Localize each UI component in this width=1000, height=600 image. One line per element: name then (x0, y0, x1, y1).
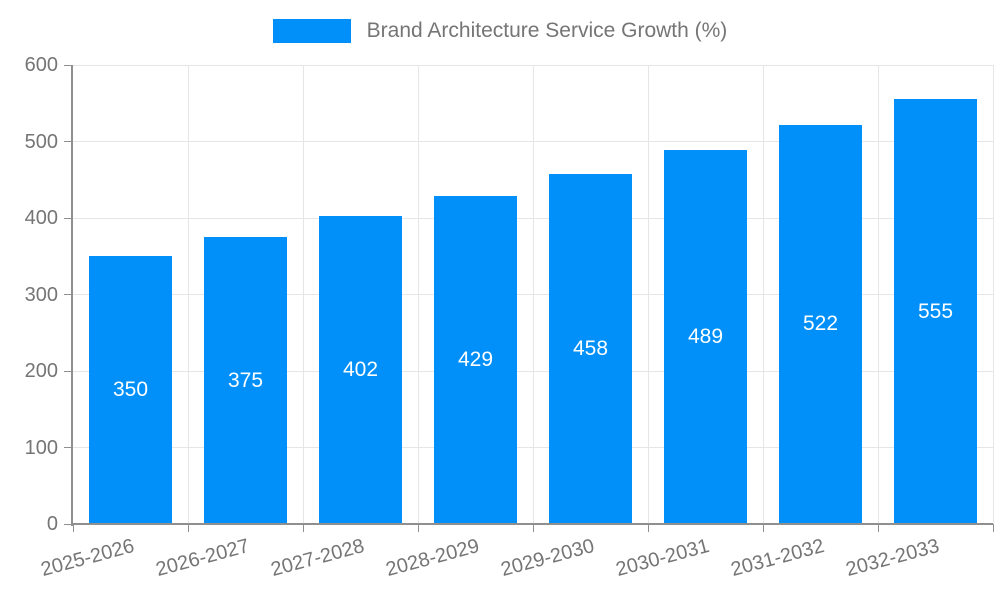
vertical-gridline (417, 65, 419, 524)
x-tick-mark (532, 524, 534, 532)
x-tick-mark (647, 524, 649, 532)
x-axis-line (71, 523, 993, 525)
x-tick-mark (302, 524, 304, 532)
x-tick-mark (187, 524, 189, 532)
bar[interactable]: 375 (204, 237, 287, 524)
legend-swatch (272, 19, 351, 43)
x-tick-mark (762, 524, 764, 532)
y-tick-label: 100 (24, 436, 58, 459)
y-axis-line (71, 65, 73, 526)
legend-item[interactable]: Brand Architecture Service Growth (%) (272, 19, 728, 43)
vertical-gridline (302, 65, 304, 524)
y-tick-mark (64, 64, 73, 66)
bar[interactable]: 350 (89, 256, 172, 524)
legend: Brand Architecture Service Growth (%) (0, 19, 1000, 43)
x-tick-mark (72, 524, 74, 532)
y-tick-label: 600 (24, 54, 58, 76)
bar-value-label: 350 (112, 378, 149, 402)
bar[interactable]: 458 (549, 173, 632, 524)
x-tick-mark (877, 524, 879, 532)
bar-value-label: 402 (342, 358, 379, 382)
y-tick-mark (64, 370, 73, 372)
bar[interactable]: 489 (664, 149, 747, 524)
y-tick-label: 300 (24, 283, 58, 306)
bar[interactable]: 402 (319, 216, 402, 524)
y-tick-label: 500 (24, 130, 58, 153)
y-tick-mark (64, 447, 73, 448)
vertical-gridline (532, 65, 534, 524)
bar-value-label: 555 (917, 299, 954, 323)
vertical-gridline (762, 65, 764, 524)
x-tick-mark (992, 524, 994, 532)
bar-value-label: 489 (687, 324, 724, 348)
bar-value-label: 429 (457, 347, 494, 371)
bar-value-label: 375 (227, 368, 264, 392)
bar-value-label: 522 (802, 312, 839, 336)
vertical-gridline (877, 65, 879, 524)
y-tick-label: 200 (24, 360, 58, 382)
y-tick-mark (64, 523, 73, 525)
vertical-gridline (992, 65, 994, 524)
x-tick-mark (417, 524, 419, 532)
y-tick-label: 400 (24, 207, 58, 229)
bar-value-label: 458 (572, 336, 609, 360)
bar[interactable]: 555 (894, 99, 977, 524)
y-tick-label: 0 (46, 513, 58, 535)
y-tick-mark (64, 217, 73, 219)
y-tick-mark (64, 141, 73, 142)
bar[interactable]: 522 (779, 124, 862, 524)
vertical-gridline (187, 65, 189, 524)
bar[interactable]: 429 (434, 195, 517, 524)
y-tick-mark (64, 294, 73, 295)
legend-label: Brand Architecture Service Growth (%) (366, 19, 728, 42)
vertical-gridline (647, 65, 649, 524)
